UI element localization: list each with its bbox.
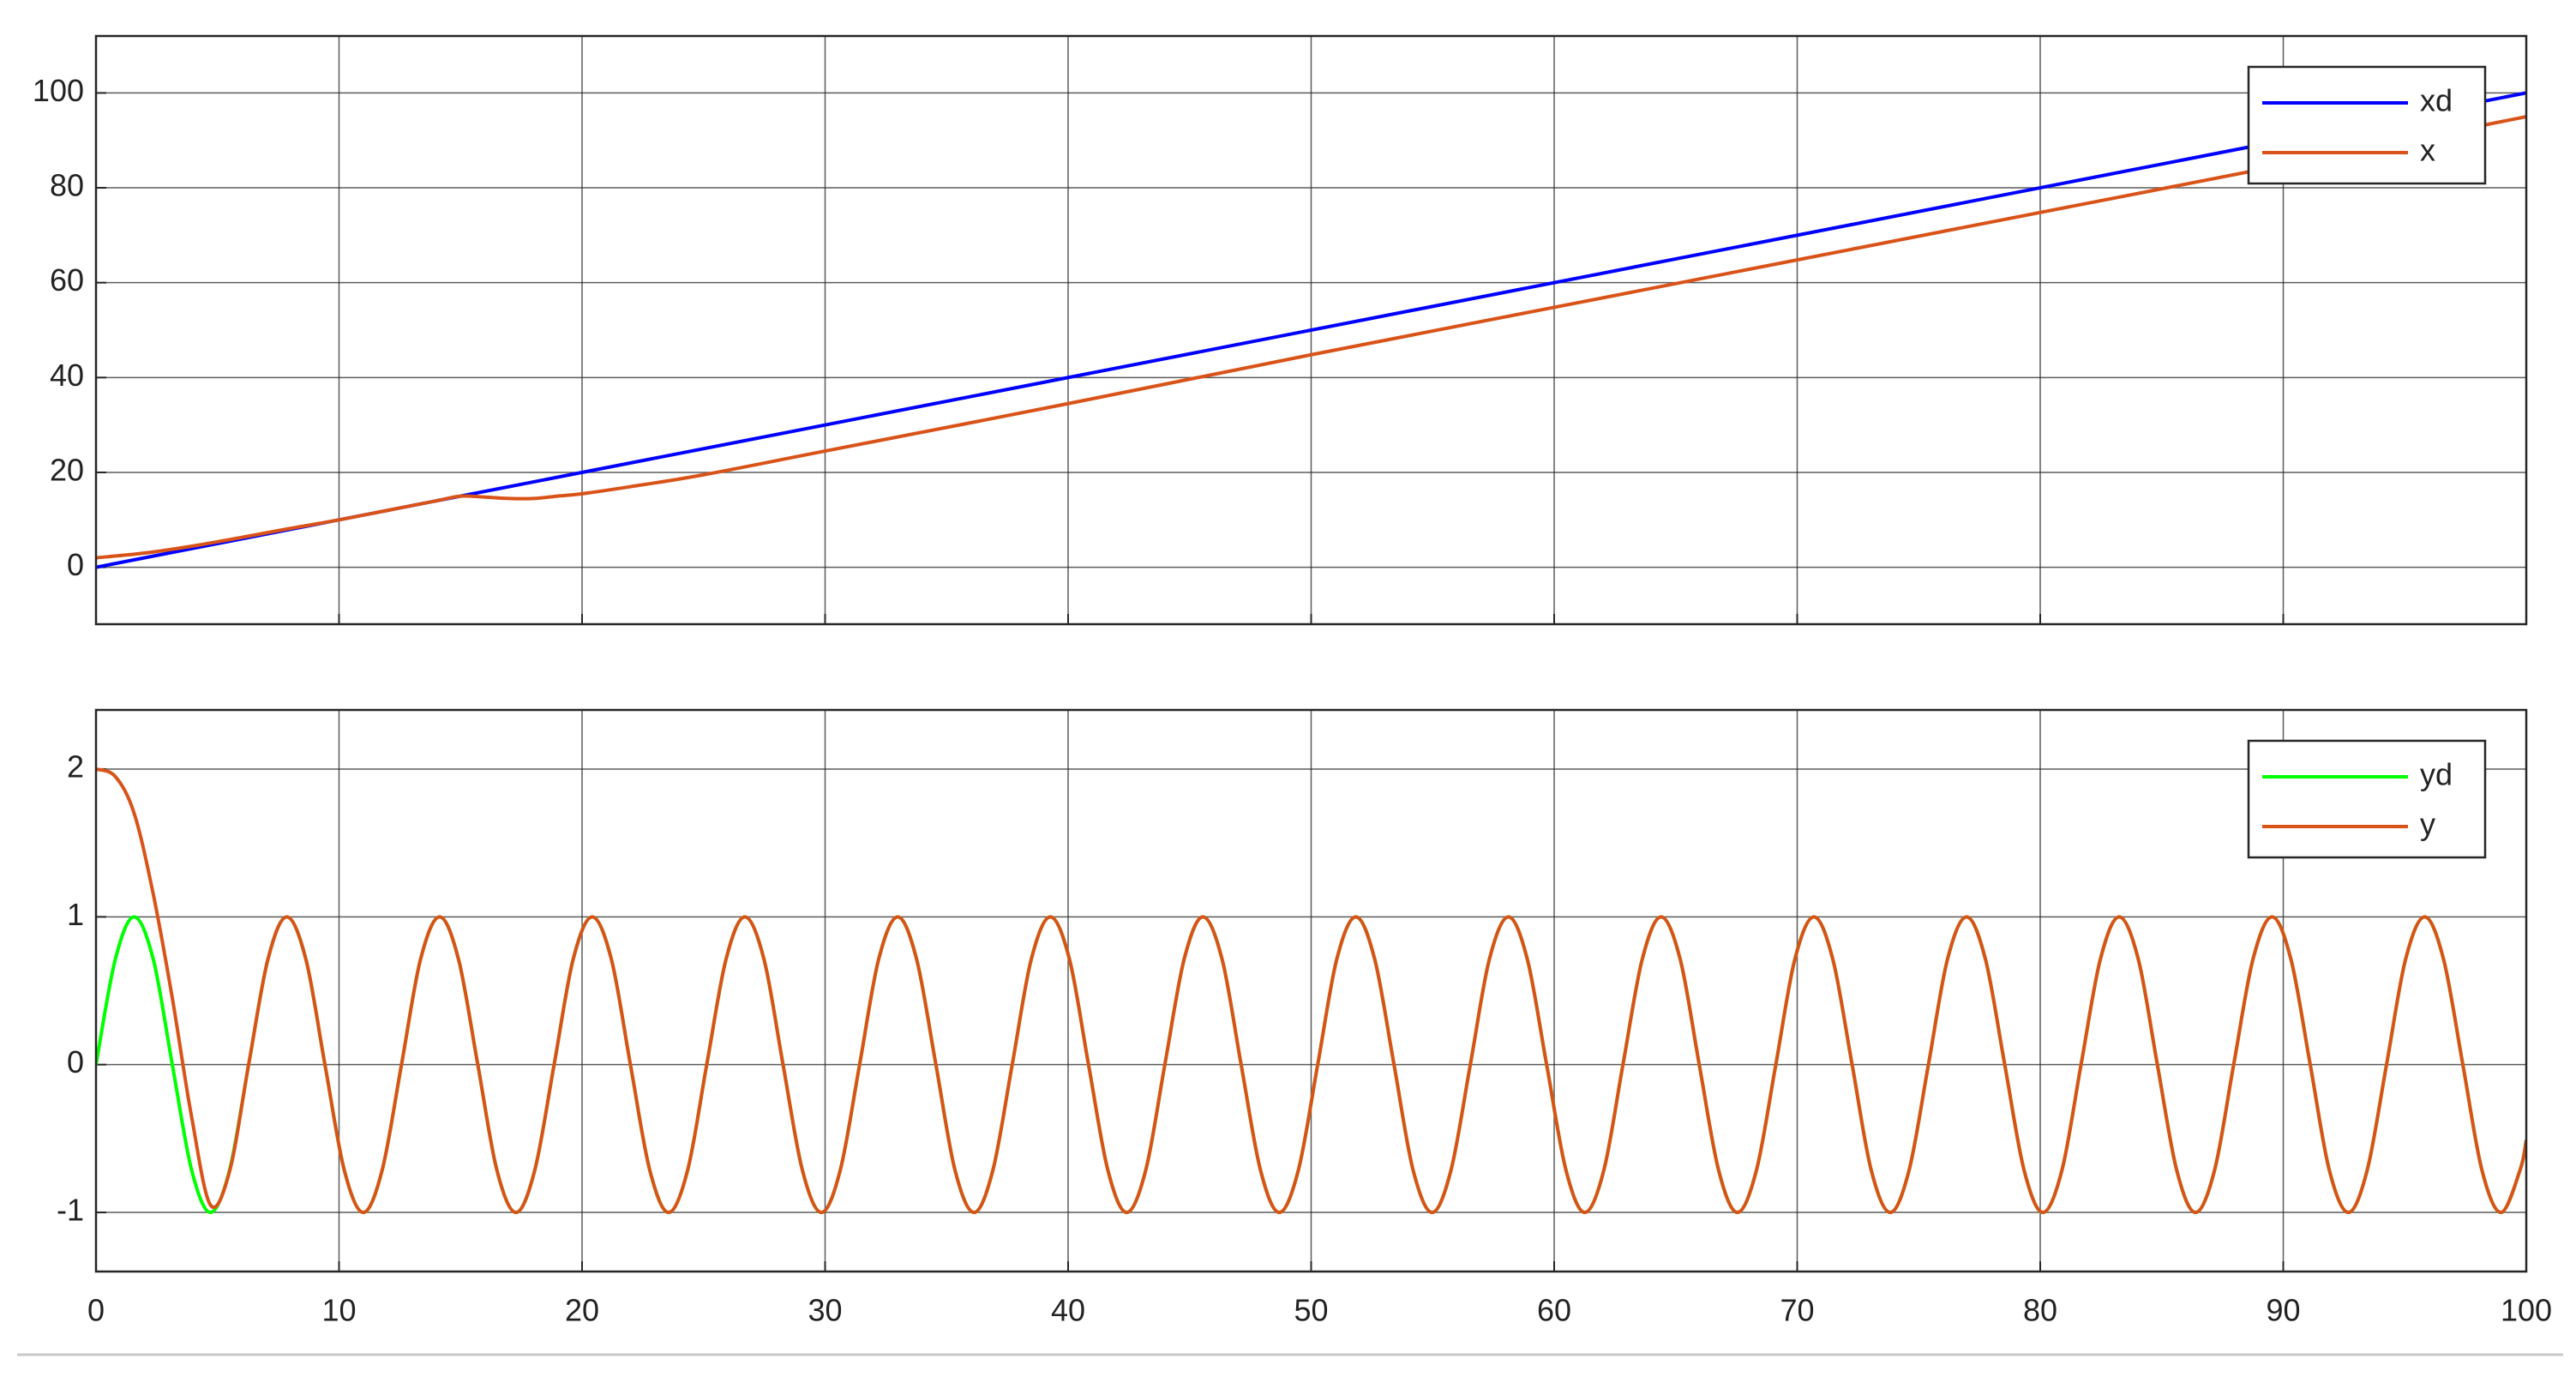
line-series [96,91,2526,569]
x-tick-label: 70 [1780,1293,1814,1328]
y-tick-label: 60 [50,262,84,298]
y-tick-label: -1 [57,1193,84,1228]
x-tick-label: 50 [1294,1293,1328,1328]
x-tick-label: 20 [565,1293,599,1328]
legend-label: yd [2420,757,2453,792]
axes-frame [94,34,2528,626]
x-tick-label: 100 [2501,1293,2552,1328]
y-tick-label: 1 [67,897,84,932]
y-tick-label: 100 [33,73,84,108]
x-tick-label: 30 [808,1293,842,1328]
y-tick-label: 40 [50,358,84,393]
legend-label: y [2420,807,2435,842]
y-tick-label: 80 [50,168,84,203]
y-tick-label: 20 [50,452,84,487]
legend-label: x [2420,133,2435,168]
x-tick-label: 80 [2023,1293,2057,1328]
line-series [96,767,2526,1215]
legend-box [2247,65,2487,185]
y-tick-label: 2 [67,749,84,784]
x-tick-label: 60 [1537,1293,1571,1328]
axes: 0 20 40 60 80 100 xd x [33,34,2528,626]
x-tick-label: 0 [87,1293,105,1328]
y-tick-label: 0 [67,547,84,582]
x-tick-label: 10 [321,1293,356,1328]
x-tick-label: 90 [2266,1293,2300,1328]
legend-box [2247,739,2487,859]
legend-label: xd [2420,83,2453,118]
x-tick-label: 40 [1051,1293,1085,1328]
axes-frame [94,708,2528,1273]
line-series [96,115,2526,560]
y-tick-label: 0 [67,1044,84,1079]
axes: 0 10 20 30 40 50 60 70 80 90 100 -1 0 1 2 yd y [57,708,2552,1328]
